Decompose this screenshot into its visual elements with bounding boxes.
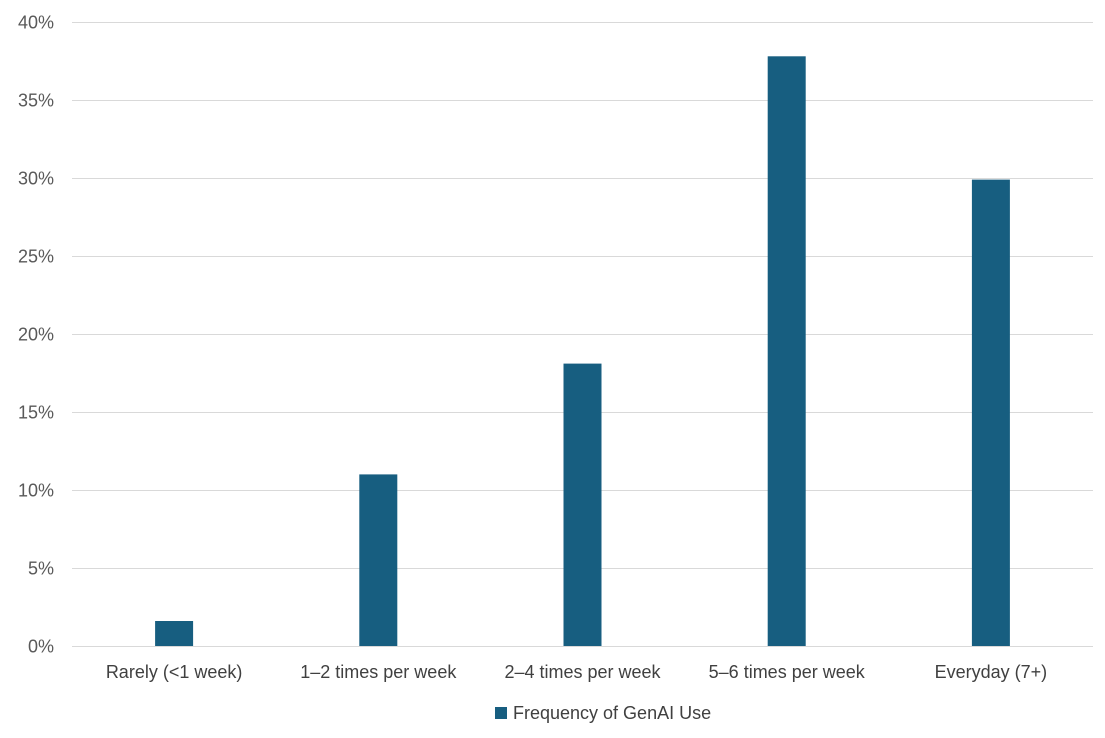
bar xyxy=(563,363,602,646)
y-tick-label: 10% xyxy=(18,481,54,501)
y-tick-label: 20% xyxy=(18,325,54,345)
x-category-label: Everyday (7+) xyxy=(935,662,1048,682)
y-tick-label: 35% xyxy=(18,91,54,111)
bar xyxy=(971,179,1010,646)
bars xyxy=(155,56,1010,647)
y-tick-label: 25% xyxy=(18,247,54,267)
bar xyxy=(155,621,194,646)
x-category-label: 5–6 times per week xyxy=(709,662,866,682)
y-tick-label: 0% xyxy=(28,637,54,657)
y-tick-label: 5% xyxy=(28,559,54,579)
x-category-label: 1–2 times per week xyxy=(300,662,457,682)
gridlines xyxy=(72,22,1093,647)
x-axis-labels: Rarely (<1 week) 1–2 times per week 2–4 ti… xyxy=(106,662,1047,682)
x-category-label: 2–4 times per week xyxy=(504,662,661,682)
legend-label: Frequency of GenAI Use xyxy=(513,703,711,723)
y-tick-label: 40% xyxy=(18,13,54,33)
legend-swatch xyxy=(495,707,507,719)
bar xyxy=(767,56,806,647)
bar xyxy=(359,474,398,646)
x-category-label: Rarely (<1 week) xyxy=(106,662,243,682)
legend: Frequency of GenAI Use xyxy=(495,703,711,723)
y-axis-ticks: 0% 5% 10% 15% 20% 25% 30% 35% 40% xyxy=(18,13,54,657)
y-tick-label: 30% xyxy=(18,169,54,189)
y-tick-label: 15% xyxy=(18,403,54,423)
